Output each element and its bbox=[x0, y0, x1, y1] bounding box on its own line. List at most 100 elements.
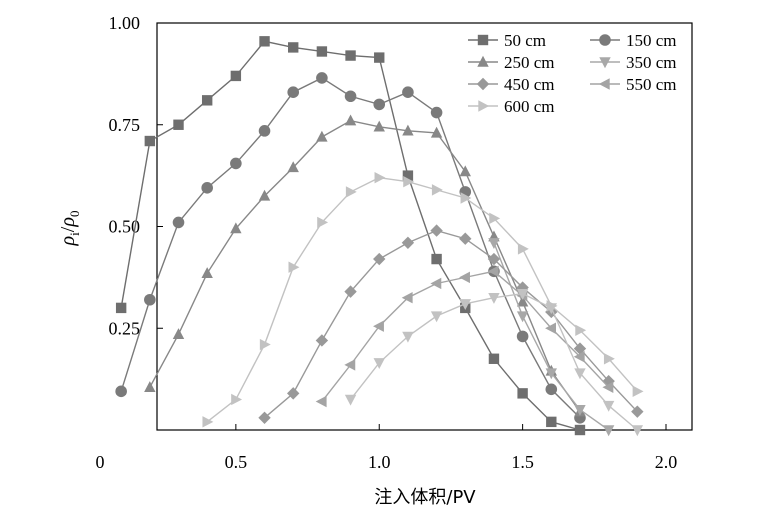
data-point bbox=[574, 404, 586, 416]
data-point bbox=[488, 353, 500, 364]
data-point bbox=[344, 114, 357, 126]
data-point bbox=[487, 252, 501, 266]
data-point bbox=[172, 328, 185, 340]
y-title-sub-0: 0 bbox=[67, 211, 82, 218]
data-point bbox=[173, 119, 184, 130]
legend-swatch-marker bbox=[477, 55, 489, 67]
x-tick-label: 0.5 bbox=[225, 452, 248, 472]
legend-entry: 450 cm bbox=[468, 75, 555, 94]
legend-label: 150 cm bbox=[626, 31, 677, 50]
series-550-cm bbox=[315, 265, 614, 408]
data-point bbox=[545, 303, 557, 315]
data-point bbox=[516, 295, 529, 307]
data-point bbox=[402, 170, 414, 181]
legend-entry: 50 cm bbox=[468, 31, 546, 50]
data-point bbox=[430, 224, 443, 237]
data-point bbox=[516, 330, 529, 343]
legend-entry: 150 cm bbox=[590, 31, 677, 50]
data-point bbox=[602, 374, 615, 388]
legend-swatch-marker bbox=[477, 34, 489, 46]
data-point bbox=[344, 285, 357, 298]
data-point bbox=[459, 299, 471, 311]
data-point bbox=[431, 253, 442, 265]
data-point bbox=[374, 171, 386, 184]
data-point bbox=[402, 331, 414, 343]
data-point bbox=[230, 70, 242, 82]
series-600-cm bbox=[202, 171, 644, 428]
data-point bbox=[259, 36, 270, 47]
data-point bbox=[144, 135, 156, 147]
x-tick-label: 1.5 bbox=[511, 452, 534, 472]
data-point bbox=[344, 359, 356, 371]
y-tick-label: 0.75 bbox=[109, 115, 141, 135]
data-point bbox=[230, 157, 242, 170]
data-point bbox=[546, 416, 557, 428]
data-point bbox=[373, 120, 385, 132]
data-point bbox=[545, 322, 556, 334]
data-point bbox=[516, 288, 529, 300]
x-tick-label: 1.0 bbox=[368, 452, 391, 472]
series-250-cm bbox=[144, 114, 586, 417]
series-350-cm bbox=[344, 288, 644, 437]
data-point bbox=[316, 72, 328, 84]
data-point bbox=[488, 238, 500, 249]
data-point bbox=[430, 126, 443, 138]
data-point bbox=[316, 130, 328, 142]
data-point bbox=[430, 106, 443, 119]
data-point bbox=[459, 271, 470, 284]
data-point bbox=[401, 236, 415, 249]
data-point bbox=[258, 189, 271, 201]
data-point bbox=[373, 320, 384, 332]
data-point bbox=[344, 394, 357, 406]
ticks: 0 0.5 1.0 1.5 2.0 0.25 0.50 0.75 1.00 bbox=[96, 13, 678, 472]
data-point bbox=[401, 292, 413, 304]
legend-label: 250 cm bbox=[504, 53, 555, 72]
x-tick-label: 0 bbox=[96, 452, 105, 472]
legend-entry: 350 cm bbox=[590, 53, 677, 72]
series-350-cm bbox=[488, 238, 615, 437]
data-point bbox=[602, 400, 615, 412]
legend-label: 350 cm bbox=[626, 53, 677, 72]
data-point bbox=[288, 42, 299, 53]
series-line bbox=[206, 176, 638, 423]
data-point bbox=[287, 387, 300, 400]
data-point bbox=[460, 192, 472, 204]
data-point bbox=[201, 267, 213, 279]
data-point bbox=[317, 216, 329, 229]
data-point bbox=[230, 222, 242, 234]
legend-entry: 250 cm bbox=[468, 53, 555, 72]
legend-swatch-marker bbox=[476, 77, 490, 91]
data-point bbox=[574, 368, 586, 380]
data-point bbox=[288, 261, 300, 273]
data-point bbox=[431, 184, 443, 196]
data-point bbox=[316, 46, 328, 57]
data-point bbox=[373, 98, 386, 111]
y-tick-label: 1.00 bbox=[109, 13, 141, 33]
x-tick-label: 2.0 bbox=[655, 452, 678, 472]
data-point bbox=[402, 124, 414, 136]
data-point bbox=[459, 165, 471, 177]
legend-swatch-marker bbox=[599, 34, 611, 46]
data-point bbox=[374, 52, 385, 63]
data-point bbox=[115, 302, 127, 314]
legend: 50 cm 150 cm 250 cm 350 cm 450 cm 550 cm 600 c… bbox=[468, 31, 677, 116]
data-point bbox=[430, 277, 442, 290]
data-point bbox=[488, 293, 500, 304]
data-point bbox=[489, 212, 501, 225]
data-point bbox=[632, 385, 644, 398]
series-layer bbox=[115, 36, 644, 437]
legend-entry: 550 cm bbox=[590, 75, 677, 94]
data-point bbox=[459, 232, 472, 245]
data-point bbox=[373, 252, 386, 266]
x-axis-title: 注入体积/PV bbox=[374, 487, 476, 508]
data-point bbox=[315, 334, 329, 347]
legend-swatch-marker bbox=[598, 78, 610, 90]
data-point bbox=[258, 125, 271, 137]
y-title-rho-0: ρ bbox=[57, 217, 79, 228]
data-point bbox=[287, 161, 299, 173]
y-tick-label: 0.25 bbox=[109, 318, 141, 338]
legend-label: 600 cm bbox=[504, 97, 555, 116]
series-450-cm bbox=[258, 224, 644, 424]
data-point bbox=[258, 411, 271, 424]
